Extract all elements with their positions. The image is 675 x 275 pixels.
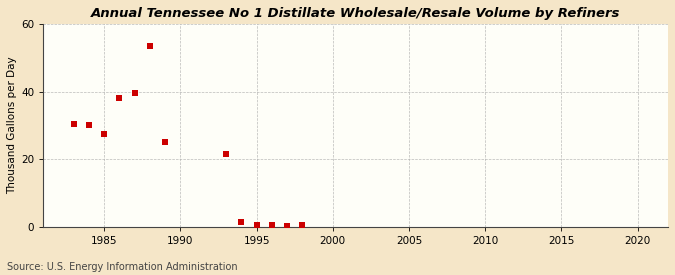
Point: [267, 223, 277, 227]
Point: [130, 91, 140, 95]
Point: [68, 122, 79, 126]
Point: [99, 132, 109, 136]
Point: [251, 223, 262, 227]
Point: [281, 224, 292, 228]
Point: [144, 44, 155, 48]
Point: [221, 152, 232, 156]
Y-axis label: Thousand Gallons per Day: Thousand Gallons per Day: [7, 57, 17, 194]
Point: [160, 140, 171, 145]
Text: Source: U.S. Energy Information Administration: Source: U.S. Energy Information Administ…: [7, 262, 238, 272]
Point: [297, 223, 308, 227]
Point: [236, 220, 247, 224]
Title: Annual Tennessee No 1 Distillate Wholesale/Resale Volume by Refiners: Annual Tennessee No 1 Distillate Wholesa…: [91, 7, 620, 20]
Point: [114, 96, 125, 101]
Point: [84, 123, 95, 128]
